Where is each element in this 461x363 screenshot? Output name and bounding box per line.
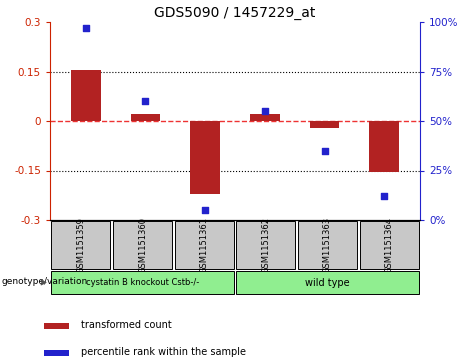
Text: GSM1151360: GSM1151360 bbox=[138, 217, 147, 273]
Bar bbox=[113, 221, 172, 269]
Bar bbox=[44, 350, 69, 356]
Bar bbox=[130, 114, 160, 121]
Text: percentile rank within the sample: percentile rank within the sample bbox=[81, 347, 246, 357]
Point bbox=[380, 193, 388, 199]
Text: GSM1151363: GSM1151363 bbox=[323, 217, 332, 273]
Text: GSM1151364: GSM1151364 bbox=[384, 217, 394, 273]
Bar bbox=[51, 221, 111, 269]
Text: wild type: wild type bbox=[305, 277, 350, 287]
Bar bbox=[250, 114, 280, 121]
Point bbox=[82, 25, 89, 31]
Bar bbox=[360, 221, 419, 269]
Point bbox=[142, 98, 149, 104]
Bar bbox=[236, 221, 296, 269]
Bar bbox=[175, 221, 234, 269]
Bar bbox=[236, 271, 420, 294]
Bar bbox=[310, 121, 339, 128]
Text: transformed count: transformed count bbox=[81, 320, 172, 330]
Point bbox=[261, 108, 268, 114]
Bar bbox=[369, 121, 399, 172]
Text: GSM1151362: GSM1151362 bbox=[261, 217, 270, 273]
Bar bbox=[190, 121, 220, 193]
Point bbox=[201, 207, 209, 213]
Text: genotype/variation: genotype/variation bbox=[1, 277, 87, 286]
Text: GSM1151359: GSM1151359 bbox=[77, 217, 85, 273]
Point bbox=[321, 148, 328, 154]
Bar bbox=[51, 271, 234, 294]
Bar bbox=[71, 70, 100, 121]
Text: GSM1151361: GSM1151361 bbox=[200, 217, 209, 273]
Title: GDS5090 / 1457229_at: GDS5090 / 1457229_at bbox=[154, 5, 316, 20]
Bar bbox=[298, 221, 357, 269]
Text: cystatin B knockout Cstb-/-: cystatin B knockout Cstb-/- bbox=[86, 278, 199, 287]
Bar bbox=[44, 323, 69, 329]
